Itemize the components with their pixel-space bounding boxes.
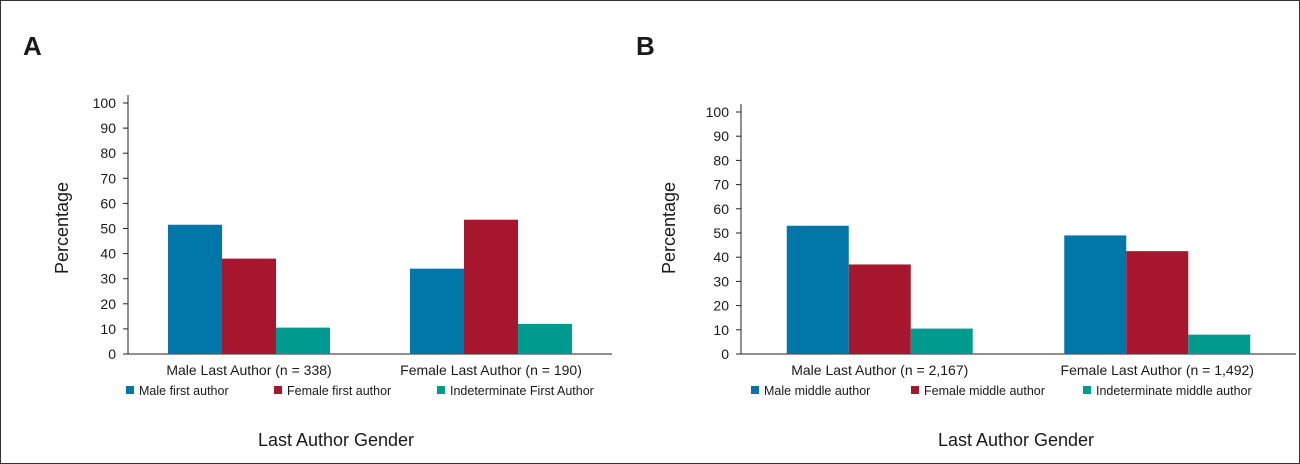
bar [168, 225, 222, 354]
y-tick-label: 30 [713, 273, 729, 289]
panel-label: A [23, 31, 42, 61]
legend-label: Male first author [139, 384, 229, 398]
bar [464, 220, 518, 354]
legend-swatch [126, 386, 134, 394]
bar [1126, 251, 1188, 354]
bar [787, 226, 849, 354]
bar [1064, 235, 1126, 354]
y-axis-title: Percentage [659, 182, 679, 274]
y-tick-label: 100 [706, 104, 730, 120]
y-tick-label: 20 [100, 296, 116, 312]
legend-swatch [911, 386, 919, 394]
y-tick-label: 80 [100, 145, 116, 161]
legend-label: Female middle author [924, 384, 1045, 398]
legend-swatch [1083, 386, 1091, 394]
x-tick-label: Female Last Author (n = 190) [400, 362, 582, 378]
y-tick-label: 70 [713, 177, 729, 193]
legend: Male first author Female first author Inde… [126, 384, 594, 398]
legend-label: Male middle author [764, 384, 870, 398]
y-axis-title: Percentage [52, 182, 72, 274]
x-tick-label: Male Last Author (n = 2,167) [791, 362, 968, 378]
bar [222, 259, 276, 354]
y-tick-label: 90 [100, 120, 116, 136]
y-tick-label: 80 [713, 152, 729, 168]
bar [410, 269, 464, 354]
y-tick-label: 40 [100, 246, 116, 262]
y-tick-label: 100 [93, 95, 117, 111]
x-tick-label: Male Last Author (n = 338) [166, 362, 331, 378]
y-tick-label: 0 [108, 346, 116, 362]
legend-label: Indeterminate First Author [450, 384, 594, 398]
y-tick-label: 10 [713, 322, 729, 338]
y-tick-label: 60 [713, 201, 729, 217]
y-tick-label: 70 [100, 170, 116, 186]
legend-swatch [437, 386, 445, 394]
legend-swatch [751, 386, 759, 394]
y-tick-label: 40 [713, 249, 729, 265]
panel-label: B [636, 31, 655, 61]
y-tick-label: 50 [100, 221, 116, 237]
bar [518, 324, 572, 354]
bar [911, 329, 973, 354]
bar [276, 328, 330, 354]
y-tick-label: 30 [100, 271, 116, 287]
y-tick-label: 10 [100, 321, 116, 337]
legend-label: Female first author [287, 384, 391, 398]
y-tick-label: 0 [721, 346, 729, 362]
y-tick-label: 20 [713, 298, 729, 314]
legend: Male middle author Female middle author In… [751, 384, 1252, 398]
bar [1188, 335, 1250, 354]
x-tick-label: Female Last Author (n = 1,492) [1061, 362, 1254, 378]
x-axis-title: Last Author Gender [258, 430, 414, 450]
x-axis-title: Last Author Gender [938, 430, 1094, 450]
bar [849, 264, 911, 354]
legend-swatch [274, 386, 282, 394]
y-tick-label: 50 [713, 225, 729, 241]
y-tick-label: 90 [713, 128, 729, 144]
y-tick-label: 60 [100, 195, 116, 211]
legend-label: Indeterminate middle author [1096, 384, 1252, 398]
